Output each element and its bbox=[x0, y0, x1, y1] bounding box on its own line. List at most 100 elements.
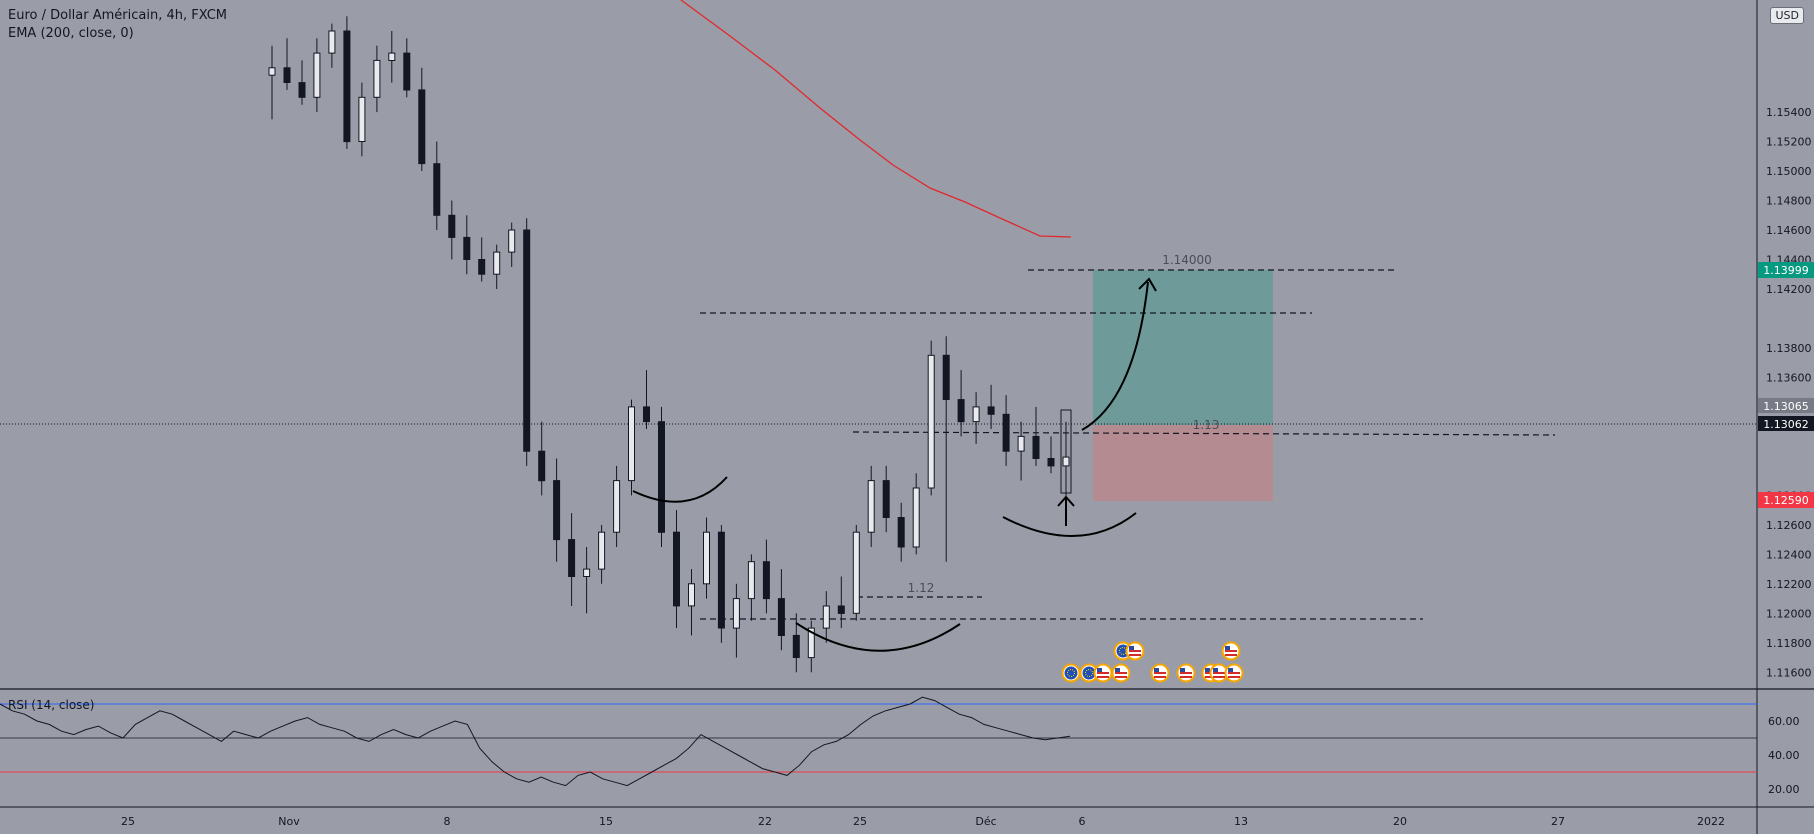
price-tick-11: 1.12600 bbox=[1766, 519, 1812, 532]
time-axis[interactable]: 25 Nov 8 15 22 25 Déc 6 13 20 27 2022 bbox=[121, 815, 1725, 828]
time-tick-10: 27 bbox=[1551, 815, 1565, 828]
time-tick-7: 6 bbox=[1079, 815, 1086, 828]
candle[interactable] bbox=[1032, 406, 1040, 466]
rsi-line[interactable] bbox=[0, 696, 1071, 787]
candle[interactable] bbox=[538, 421, 546, 496]
candle[interactable] bbox=[1002, 395, 1010, 466]
candle[interactable] bbox=[912, 473, 920, 555]
candle[interactable] bbox=[283, 38, 291, 90]
candle[interactable] bbox=[643, 370, 650, 429]
candles-group[interactable] bbox=[268, 16, 1070, 673]
entry-dashed-line[interactable] bbox=[852, 431, 1556, 436]
candle[interactable] bbox=[268, 45, 276, 120]
rsi-tick-60: 60.00 bbox=[1768, 715, 1800, 728]
candle[interactable] bbox=[957, 370, 965, 437]
us-flag-icon[interactable] bbox=[1125, 641, 1145, 661]
currency-button[interactable]: USD bbox=[1770, 7, 1804, 24]
candle[interactable] bbox=[523, 218, 531, 466]
candle[interactable] bbox=[613, 465, 621, 547]
candle[interactable] bbox=[433, 141, 441, 231]
us-flag-icon[interactable] bbox=[1093, 663, 1113, 683]
candle[interactable] bbox=[508, 222, 516, 267]
candle[interactable] bbox=[553, 458, 561, 562]
candle[interactable] bbox=[927, 340, 935, 496]
candle[interactable] bbox=[673, 510, 680, 629]
candle[interactable] bbox=[328, 23, 336, 68]
candle[interactable] bbox=[403, 38, 411, 98]
us-flag-icon[interactable] bbox=[1111, 663, 1131, 683]
last-price-badge[interactable]: 1.13062 bbox=[1758, 416, 1814, 431]
eu-flag-icon[interactable] bbox=[1061, 663, 1081, 683]
ema-indicator-title[interactable]: EMA (200, close, 0) bbox=[8, 26, 134, 41]
price-tick-3: 1.14800 bbox=[1766, 195, 1812, 208]
rsi-indicator-title[interactable]: RSI (14, close) bbox=[8, 698, 95, 712]
candle[interactable] bbox=[658, 406, 665, 547]
candle[interactable] bbox=[942, 336, 950, 562]
candle[interactable] bbox=[762, 539, 770, 614]
candle[interactable] bbox=[882, 465, 890, 533]
time-tick-1: Nov bbox=[278, 815, 300, 828]
time-tick-3: 15 bbox=[599, 815, 613, 828]
eu-flag-icon[interactable] bbox=[1079, 663, 1099, 683]
candle[interactable] bbox=[463, 215, 471, 275]
last-price-badge-text: 1.13062 bbox=[1763, 418, 1809, 431]
event-markers[interactable] bbox=[1061, 641, 1244, 683]
stop-price-badge-text: 1.12590 bbox=[1763, 494, 1809, 507]
symbol-title[interactable]: Euro / Dollar Américain, 4h, FXCM bbox=[8, 8, 227, 23]
candle[interactable] bbox=[852, 524, 860, 621]
time-tick-6: Déc bbox=[975, 815, 996, 828]
us-flag-icon[interactable] bbox=[1150, 663, 1170, 683]
us-flag-icon[interactable] bbox=[1224, 663, 1244, 683]
candle[interactable] bbox=[358, 82, 366, 157]
candle[interactable] bbox=[747, 554, 755, 621]
candle[interactable] bbox=[732, 583, 740, 658]
candle[interactable] bbox=[703, 517, 710, 599]
candle[interactable] bbox=[448, 200, 456, 260]
candle[interactable] bbox=[493, 244, 501, 289]
candle[interactable] bbox=[717, 524, 725, 643]
us-flag-icon[interactable] bbox=[1221, 641, 1241, 661]
candle[interactable] bbox=[418, 67, 426, 171]
right-shoulder-arc[interactable] bbox=[1002, 512, 1137, 538]
candle[interactable] bbox=[478, 237, 486, 282]
candle[interactable] bbox=[343, 16, 351, 149]
candle[interactable] bbox=[598, 524, 606, 584]
price-tick-13: 1.12200 bbox=[1766, 578, 1812, 591]
candle[interactable] bbox=[822, 591, 830, 643]
candle[interactable] bbox=[807, 620, 815, 673]
stop-price-badge[interactable]: 1.12590 bbox=[1758, 492, 1814, 508]
price-tick-15: 1.11800 bbox=[1766, 637, 1812, 650]
candle[interactable] bbox=[688, 569, 695, 636]
candle[interactable] bbox=[373, 45, 381, 113]
candle[interactable] bbox=[867, 465, 875, 547]
candle[interactable] bbox=[1017, 421, 1025, 481]
time-tick-2: 8 bbox=[444, 815, 451, 828]
candle[interactable] bbox=[388, 31, 396, 83]
time-tick-4: 22 bbox=[758, 815, 772, 828]
rsi-tick-40: 40.00 bbox=[1768, 749, 1800, 762]
target-zone[interactable] bbox=[1093, 270, 1273, 425]
candle[interactable] bbox=[987, 384, 995, 429]
candle[interactable] bbox=[1047, 436, 1055, 474]
candle[interactable] bbox=[298, 60, 306, 105]
us-flag-icon[interactable] bbox=[1176, 663, 1196, 683]
price-tick-16: 1.11600 bbox=[1766, 666, 1812, 679]
candle[interactable] bbox=[568, 513, 576, 606]
stop-zone[interactable] bbox=[1093, 425, 1273, 501]
candle[interactable] bbox=[313, 38, 321, 113]
candle[interactable] bbox=[972, 392, 980, 444]
head-arc[interactable] bbox=[795, 622, 961, 652]
candle[interactable] bbox=[777, 569, 785, 651]
price-scale[interactable] bbox=[1757, 0, 1814, 690]
signal-candle-box[interactable] bbox=[1060, 409, 1072, 494]
candle[interactable] bbox=[583, 547, 591, 614]
left-shoulder-arc[interactable] bbox=[632, 476, 728, 503]
prev-close-badge[interactable]: 1.13065 bbox=[1758, 398, 1814, 413]
candle[interactable] bbox=[837, 576, 845, 629]
candle[interactable] bbox=[897, 502, 905, 562]
candle[interactable] bbox=[628, 399, 635, 496]
ema-line[interactable] bbox=[680, 0, 1072, 238]
target-price-badge[interactable]: 1.13999 bbox=[1758, 262, 1814, 278]
